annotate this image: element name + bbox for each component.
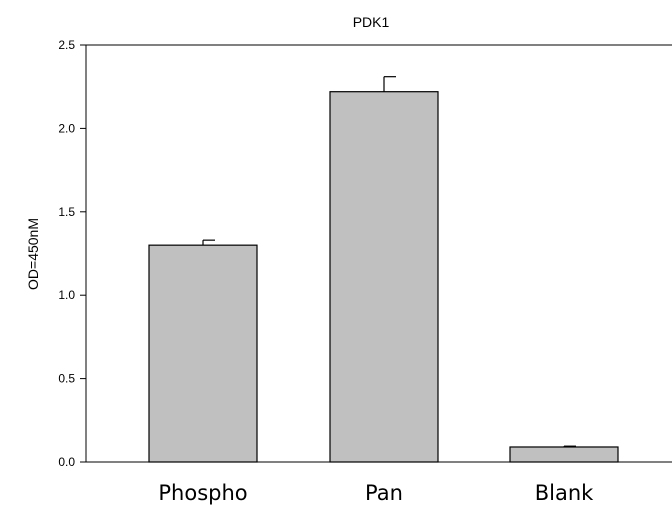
chart-title: PDK1 xyxy=(353,14,390,30)
y-tick-label: 0.0 xyxy=(58,455,75,469)
x-tick-label: Phospho xyxy=(158,481,247,505)
y-tick-label: 1.0 xyxy=(58,288,75,302)
y-tick-label: 0.5 xyxy=(58,372,75,386)
y-tick-label: 1.5 xyxy=(58,205,75,219)
bar-blank xyxy=(509,446,619,463)
bar-phospho xyxy=(148,244,258,463)
x-tick-label: Pan xyxy=(365,481,403,505)
x-tick-label: Blank xyxy=(535,481,594,505)
y-tick-label: 2.0 xyxy=(58,121,75,135)
y-tick-label: 2.5 xyxy=(58,38,75,52)
y-axis-label: OD=450nM xyxy=(25,218,41,290)
bar-pan xyxy=(329,91,439,463)
plot-area: 0.0 0.5 1.0 1.5 2.0 2.5 Phospho Pan Blank xyxy=(58,38,672,505)
